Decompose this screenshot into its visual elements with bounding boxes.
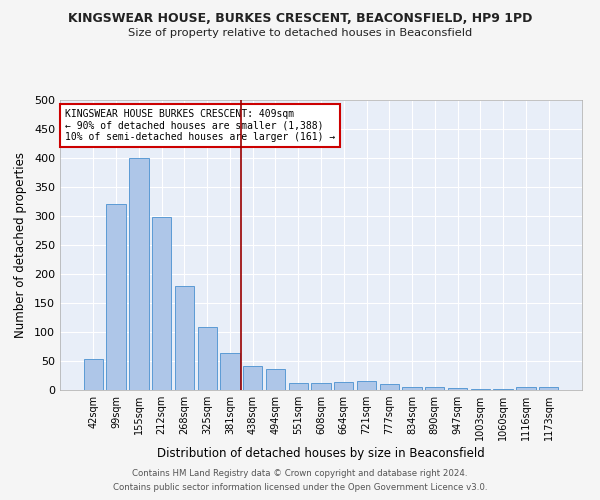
Bar: [448, 388, 467, 390]
X-axis label: Distribution of detached houses by size in Beaconsfield: Distribution of detached houses by size …: [157, 447, 485, 460]
Bar: [380, 384, 399, 390]
Bar: [197, 328, 217, 390]
Text: Contains public sector information licensed under the Open Government Licence v3: Contains public sector information licen…: [113, 484, 487, 492]
Bar: [357, 380, 376, 390]
Bar: [175, 286, 194, 390]
Bar: [84, 358, 103, 390]
Bar: [129, 158, 149, 390]
Text: Contains HM Land Registry data © Crown copyright and database right 2024.: Contains HM Land Registry data © Crown c…: [132, 468, 468, 477]
Bar: [220, 354, 239, 390]
Bar: [243, 366, 262, 390]
Bar: [516, 387, 536, 390]
Bar: [539, 387, 558, 390]
Bar: [266, 368, 285, 390]
Y-axis label: Number of detached properties: Number of detached properties: [14, 152, 27, 338]
Bar: [403, 387, 422, 390]
Bar: [470, 389, 490, 390]
Text: KINGSWEAR HOUSE BURKES CRESCENT: 409sqm
← 90% of detached houses are smaller (1,: KINGSWEAR HOUSE BURKES CRESCENT: 409sqm …: [65, 108, 335, 142]
Bar: [289, 383, 308, 390]
Bar: [106, 204, 126, 390]
Bar: [425, 387, 445, 390]
Text: Size of property relative to detached houses in Beaconsfield: Size of property relative to detached ho…: [128, 28, 472, 38]
Bar: [311, 383, 331, 390]
Bar: [152, 217, 172, 390]
Bar: [334, 382, 353, 390]
Text: KINGSWEAR HOUSE, BURKES CRESCENT, BEACONSFIELD, HP9 1PD: KINGSWEAR HOUSE, BURKES CRESCENT, BEACON…: [68, 12, 532, 26]
